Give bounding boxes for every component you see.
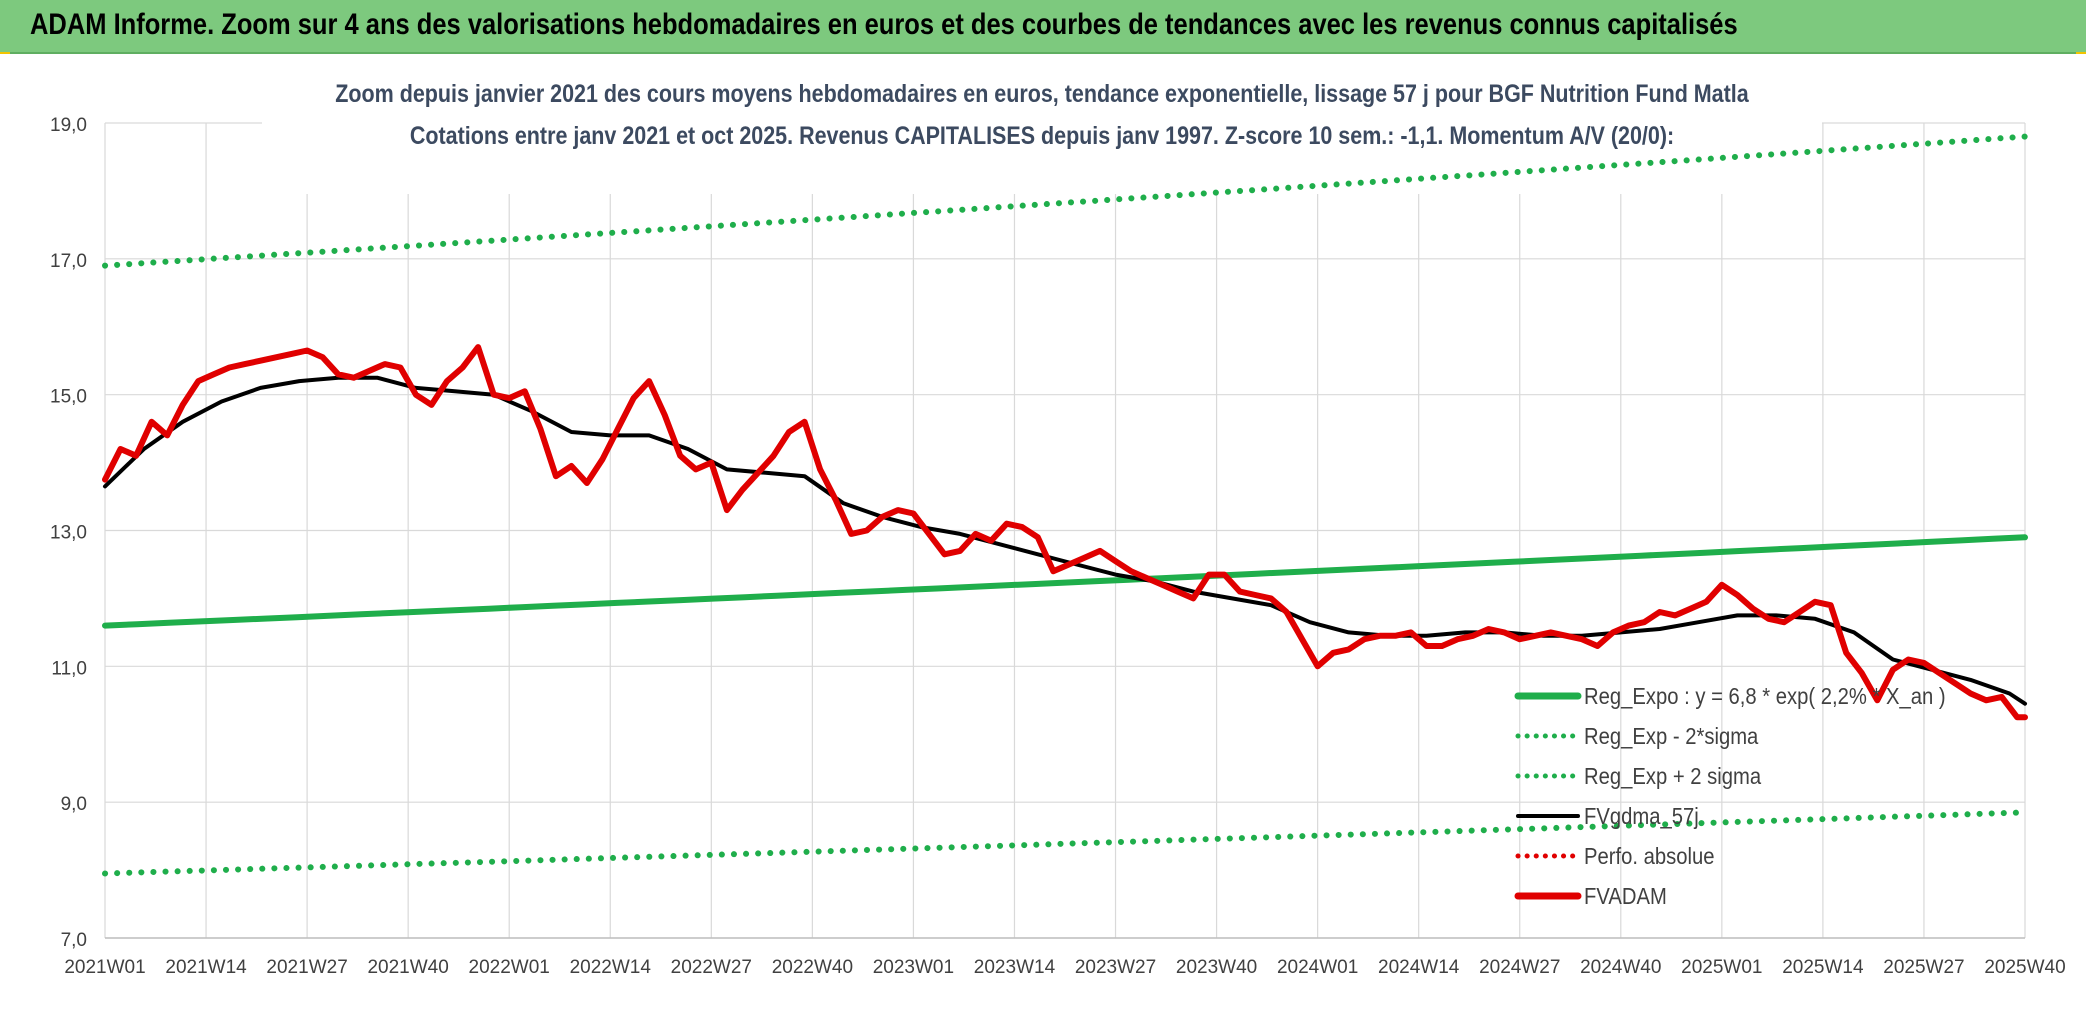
legend-item: Reg_Expo : y = 6,8 * exp( 2,2% * X_an ) bbox=[1514, 683, 1946, 710]
banner-title: ADAM Informe. Zoom sur 4 ans des valoris… bbox=[30, 8, 1738, 41]
fvgdma-57j-line bbox=[103, 375, 2027, 706]
banner: ADAM Informe. Zoom sur 4 ans des valoris… bbox=[0, 0, 2086, 54]
x-tick-label: 2021W27 bbox=[266, 957, 347, 978]
x-tick-label: 2025W14 bbox=[1782, 957, 1864, 978]
y-tick-label: 17,0 bbox=[50, 251, 87, 272]
x-tick-label: 2025W01 bbox=[1681, 957, 1762, 978]
x-tick-label: 2021W14 bbox=[165, 957, 247, 978]
x-tick-label: 2022W40 bbox=[772, 957, 853, 978]
x-tick-label: 2024W40 bbox=[1580, 957, 1661, 978]
legend-item: Reg_Exp - 2*sigma bbox=[1515, 723, 1759, 750]
legend-label: Reg_Exp + 2 sigma bbox=[1584, 763, 1762, 790]
x-tick-label: 2021W01 bbox=[64, 957, 145, 978]
x-tick-label: 2021W40 bbox=[367, 957, 448, 978]
x-tick-label: 2025W27 bbox=[1883, 957, 1964, 978]
legend-label: Perfo. absolue bbox=[1584, 843, 1714, 870]
x-tick-label: 2023W01 bbox=[873, 957, 954, 978]
x-tick-label: 2025W40 bbox=[1984, 957, 2065, 978]
y-tick-label: 13,0 bbox=[50, 523, 87, 544]
chart-title-line1: Zoom depuis janvier 2021 des cours moyen… bbox=[335, 79, 1749, 107]
fvadam-line bbox=[102, 344, 2028, 721]
legend-item: Reg_Exp + 2 sigma bbox=[1515, 763, 1762, 790]
legend-item: FVgdma_57j bbox=[1516, 803, 1699, 830]
y-tick-label: 7,0 bbox=[61, 930, 87, 951]
x-tick-label: 2022W14 bbox=[570, 957, 652, 978]
y-tick-label: 15,0 bbox=[50, 387, 87, 408]
x-tick-label: 2022W01 bbox=[469, 957, 550, 978]
y-axis-ticks: 7,0 9,0 11,0 13,0 15,0 17,0 19,0 bbox=[50, 115, 87, 951]
x-axis-ticks: 2021W01 2021W14 2021W27 2021W40 2022W01 2022W… bbox=[64, 957, 2065, 978]
reg-expo-line bbox=[102, 534, 2028, 629]
title-mask bbox=[262, 82, 1822, 194]
x-tick-label: 2023W27 bbox=[1075, 957, 1156, 978]
legend-label: Reg_Exp - 2*sigma bbox=[1584, 723, 1759, 750]
chart-title-background bbox=[262, 82, 1822, 194]
x-tick-label: 2024W27 bbox=[1479, 957, 1560, 978]
legend: Reg_Expo : y = 6,8 * exp( 2,2% * X_an ) R… bbox=[1514, 683, 1946, 910]
x-tick-label: 2023W40 bbox=[1176, 957, 1257, 978]
x-tick-label: 2024W14 bbox=[1378, 957, 1460, 978]
y-tick-label: 19,0 bbox=[50, 115, 87, 136]
x-tick-label: 2022W27 bbox=[671, 957, 752, 978]
y-tick-label: 11,0 bbox=[51, 658, 87, 679]
legend-label: FVgdma_57j bbox=[1584, 803, 1699, 830]
x-tick-label: 2023W14 bbox=[974, 957, 1056, 978]
chart-svg: 7,0 9,0 11,0 13,0 15,0 17,0 19,0 2021W01 2021W1… bbox=[0, 54, 2086, 1031]
x-tick-label: 2024W01 bbox=[1277, 957, 1358, 978]
chart-area: 7,0 9,0 11,0 13,0 15,0 17,0 19,0 2021W01 2021W1… bbox=[0, 54, 2086, 1031]
chart-title-line2: Cotations entre janv 2021 et oct 2025. R… bbox=[410, 121, 1674, 149]
legend-item: Perfo. absolue bbox=[1515, 843, 1714, 870]
legend-label: FVADAM bbox=[1584, 883, 1667, 910]
legend-item: FVADAM bbox=[1514, 883, 1667, 910]
series-lines bbox=[102, 133, 2028, 877]
y-tick-label: 9,0 bbox=[61, 794, 87, 815]
legend-label: Reg_Expo : y = 6,8 * exp( 2,2% * X_an ) bbox=[1584, 683, 1946, 710]
